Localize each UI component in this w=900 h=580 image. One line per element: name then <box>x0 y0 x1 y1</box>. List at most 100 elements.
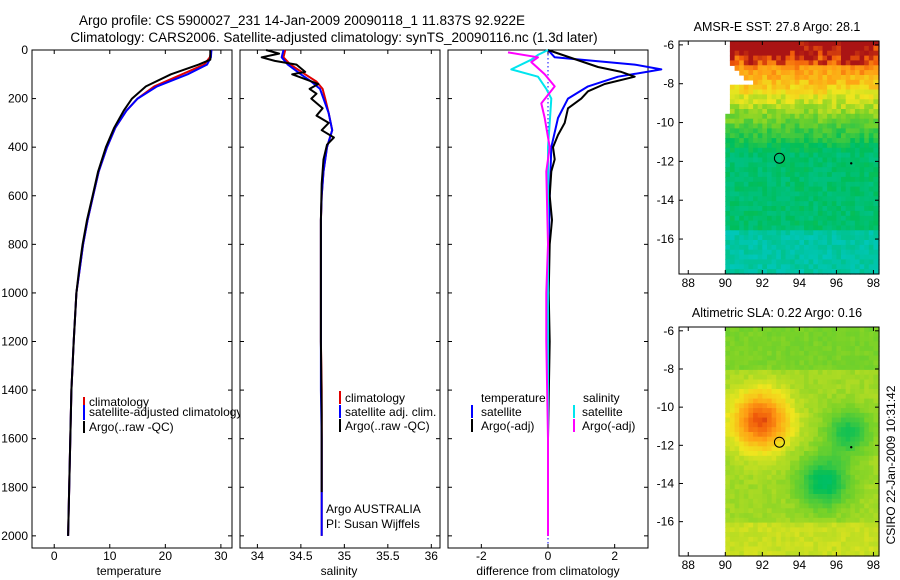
map-cell <box>841 455 847 462</box>
map-cell <box>804 225 810 231</box>
map-cell <box>822 384 828 390</box>
map-cell <box>827 123 833 129</box>
map-cell <box>748 432 754 438</box>
map-cell <box>850 254 856 261</box>
map-cell <box>804 498 810 505</box>
map-cell <box>841 70 847 76</box>
map-cell <box>748 176 754 183</box>
map-cell <box>743 147 749 154</box>
map-cell <box>757 128 763 134</box>
map-cell <box>743 50 749 57</box>
map-cell <box>794 346 800 352</box>
map-cell <box>868 244 874 251</box>
map-cell <box>785 65 791 71</box>
map-cell <box>725 355 731 361</box>
map-cell <box>841 479 847 486</box>
map-cell <box>854 551 861 557</box>
map-cell <box>780 460 787 466</box>
map-cell <box>813 498 819 505</box>
map-cell <box>790 389 796 395</box>
map-cell <box>771 408 777 414</box>
map-cell <box>813 191 819 197</box>
map-cell <box>841 465 847 471</box>
map-cell <box>748 503 754 509</box>
map-cell <box>813 249 819 256</box>
map-cell <box>827 470 833 476</box>
map-cell <box>808 220 814 227</box>
map-cell <box>854 123 861 129</box>
map-cell <box>743 541 749 548</box>
map-cell <box>771 244 777 251</box>
map-cell <box>864 249 870 256</box>
map-cell <box>859 215 865 222</box>
map-cell <box>845 503 851 509</box>
map-cell <box>836 264 842 270</box>
map-cell <box>813 50 819 57</box>
map-cell <box>827 60 833 66</box>
map-cell <box>827 157 833 163</box>
map-cell <box>757 546 763 552</box>
map-cell <box>794 403 800 409</box>
map-cell <box>859 210 865 217</box>
map-cell <box>725 541 731 548</box>
map-cell <box>799 254 805 261</box>
map-cell <box>813 133 819 139</box>
map-cell <box>868 162 874 168</box>
annotation-line2: PI: Susan Wijffels <box>326 517 420 531</box>
map-cell <box>729 118 736 125</box>
map-x-tick-label: 90 <box>719 558 733 572</box>
map-cell <box>771 346 777 352</box>
map-cell <box>854 522 861 528</box>
map-cell <box>873 441 879 447</box>
map-cell <box>841 172 847 178</box>
map-cell <box>794 517 800 524</box>
map-cell <box>831 172 837 178</box>
map-cell <box>854 152 861 159</box>
map-cell <box>725 244 731 251</box>
map-cell <box>873 484 879 490</box>
map-cell <box>748 446 754 452</box>
map-cell <box>822 379 828 385</box>
map-cell <box>827 441 833 447</box>
map-cell <box>748 403 754 409</box>
map-cell <box>734 341 740 347</box>
map-cell <box>831 436 837 443</box>
map-cell <box>780 244 787 251</box>
map-cell <box>864 191 870 197</box>
map-cell <box>748 498 754 505</box>
map-cell <box>790 240 796 246</box>
map-cell <box>841 551 847 557</box>
map-cell <box>734 60 740 66</box>
map-cell <box>762 517 768 524</box>
map-cell <box>873 422 879 428</box>
map-cell <box>776 403 782 409</box>
map-cell <box>780 201 787 207</box>
map-cell <box>757 84 763 91</box>
map-cell <box>743 417 749 423</box>
sst-map-title: AMSR-E SST: 27.8 Argo: 28.1 <box>694 20 861 34</box>
map-cell <box>845 230 851 236</box>
map-cell <box>831 536 837 543</box>
map-cell <box>845 427 851 433</box>
map-cell <box>743 389 749 395</box>
map-cell <box>808 489 814 495</box>
map-cell <box>776 517 782 524</box>
sst-map: AMSR-E SST: 27.8 Argo: 28.1 88 90 92 94 96 98… <box>657 20 881 290</box>
map-cell <box>831 374 837 381</box>
map-cell <box>729 494 736 500</box>
map-cell <box>859 384 865 390</box>
map-cell <box>785 517 791 524</box>
map-cell <box>822 235 828 241</box>
map-cell <box>725 489 731 495</box>
map-cell <box>762 503 768 509</box>
map-cell <box>748 327 754 333</box>
map-cell <box>873 503 879 509</box>
map-cell <box>767 75 773 81</box>
map-cell <box>776 541 782 548</box>
map-cell <box>799 50 805 57</box>
map-cell <box>729 60 736 66</box>
map-cell <box>873 551 879 557</box>
map-cell <box>734 441 740 447</box>
map-cell <box>868 230 874 236</box>
map-cell <box>753 408 759 414</box>
